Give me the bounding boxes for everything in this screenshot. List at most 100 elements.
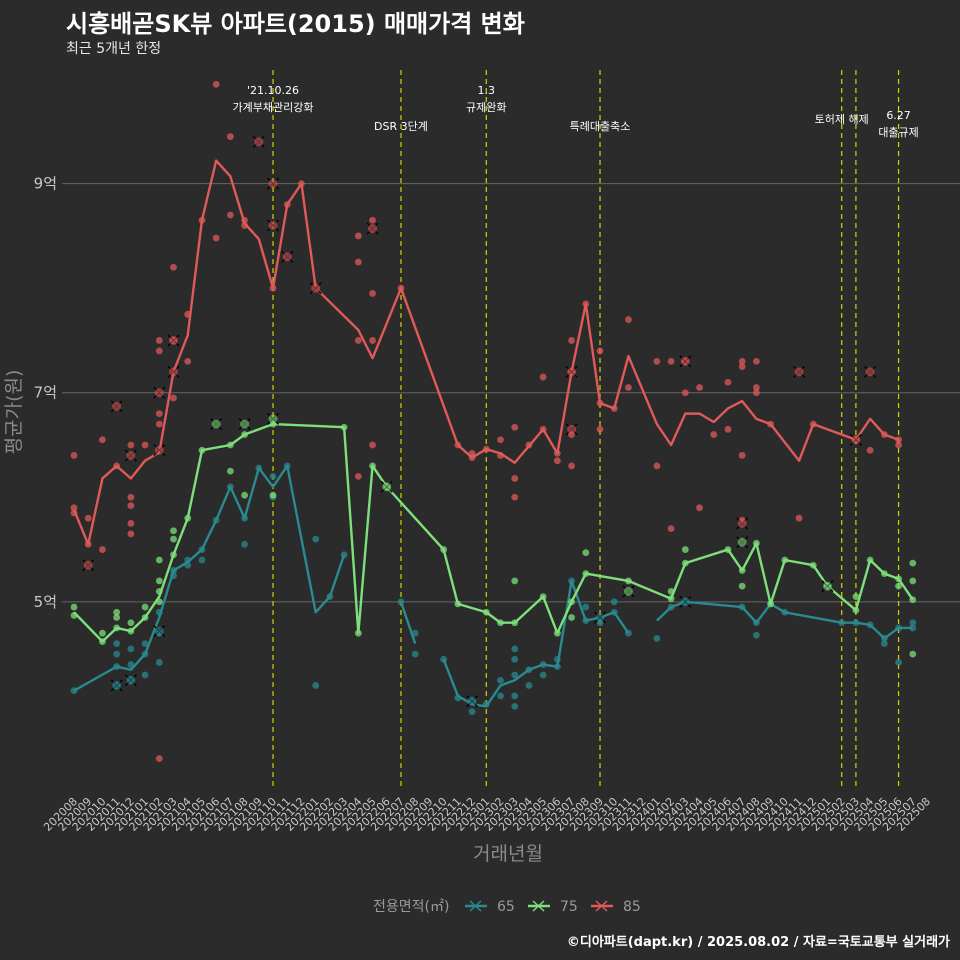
data-point [241, 540, 249, 548]
cross-marker [82, 559, 95, 572]
data-point [738, 363, 746, 370]
data-point [681, 389, 689, 397]
data-point [312, 535, 320, 543]
cross-marker [267, 412, 279, 425]
cross-marker [110, 679, 123, 692]
data-point [625, 384, 632, 391]
cross-dot [211, 419, 221, 429]
cross-dot [282, 252, 292, 262]
data-point [553, 457, 561, 465]
chart-subtitle: 최근 5개년 한정 [66, 41, 162, 57]
series-line [73, 464, 346, 692]
data-point [497, 676, 504, 684]
data-point [909, 650, 917, 658]
cross-dot [112, 401, 122, 411]
cross-marker [267, 219, 279, 232]
data-point [70, 452, 78, 459]
legend-swatch-cross [595, 900, 608, 912]
data-point [170, 527, 177, 535]
series-line [72, 159, 899, 546]
y-tick-label: 7억 [34, 384, 57, 402]
data-point [568, 337, 575, 344]
cross-marker [366, 222, 379, 235]
data-point [141, 603, 149, 611]
data-point [113, 608, 121, 616]
cross-marker [821, 580, 834, 593]
data-point [511, 655, 519, 663]
data-point [127, 502, 135, 510]
data-point [155, 556, 163, 564]
cross-marker [167, 334, 180, 347]
cross-marker [849, 433, 862, 446]
y-tick-label: 9억 [34, 175, 57, 193]
data-point [724, 378, 732, 386]
cross-marker [466, 695, 479, 708]
data-point [497, 436, 504, 444]
legend-swatch-cross [469, 900, 482, 912]
data-point [369, 441, 376, 449]
cross-dot [567, 367, 577, 377]
data-point [681, 546, 689, 553]
data-point [539, 671, 547, 679]
data-point [113, 650, 121, 658]
cross-dot [112, 680, 122, 690]
data-point [653, 635, 661, 642]
data-point [880, 640, 888, 648]
data-point [141, 671, 149, 679]
cross-marker [153, 386, 166, 399]
data-point [269, 472, 277, 480]
cross-marker [565, 365, 578, 378]
cross-marker [167, 365, 180, 378]
cross-dot [737, 518, 747, 528]
cross-marker [736, 536, 749, 549]
cross-dot [154, 626, 164, 636]
cross-dot [169, 335, 179, 345]
data-point [155, 347, 163, 355]
data-point [653, 462, 661, 470]
cross-dot [268, 220, 278, 230]
event-label: 1.3 [478, 84, 496, 97]
cross-dot [126, 450, 136, 460]
cross-dot [154, 388, 164, 398]
series-line [656, 600, 913, 640]
data-point [141, 441, 149, 449]
data-point [127, 520, 135, 527]
cross-marker [380, 480, 393, 493]
cross-dot [268, 179, 278, 189]
data-point [369, 290, 376, 297]
data-point [184, 357, 192, 365]
data-point [653, 357, 661, 365]
cross-dot [737, 537, 747, 547]
data-point [696, 384, 703, 391]
data-point [511, 692, 519, 700]
cross-dot [382, 482, 392, 492]
data-point [226, 211, 234, 219]
cross-marker [679, 595, 692, 608]
data-point [127, 645, 135, 653]
cross-dot [595, 613, 605, 622]
data-point [568, 614, 575, 621]
series-85 [70, 80, 902, 763]
data-point [113, 640, 121, 648]
data-point [582, 549, 590, 557]
data-point [724, 425, 732, 433]
data-point [738, 582, 746, 590]
series-line [442, 579, 630, 708]
cross-dot [794, 367, 804, 377]
event-label: 가계부채관리강화 [233, 101, 314, 114]
data-point [596, 347, 604, 355]
data-point [155, 420, 163, 428]
axes-layer: 5억7억9억2020082020092020102020112020122021… [3, 175, 933, 865]
cross-marker [153, 444, 166, 457]
cross-dot [865, 367, 875, 377]
data-point [895, 582, 902, 590]
data-point [895, 441, 902, 449]
cross-marker [309, 282, 322, 295]
data-point [667, 525, 675, 533]
cross-dot [83, 560, 93, 570]
data-point [596, 425, 604, 433]
cross-dot [623, 586, 633, 596]
chart-title: 시흥배곧SK뷰 아파트(2015) 매매가격 변화 [66, 10, 525, 38]
cross-marker [594, 611, 606, 624]
